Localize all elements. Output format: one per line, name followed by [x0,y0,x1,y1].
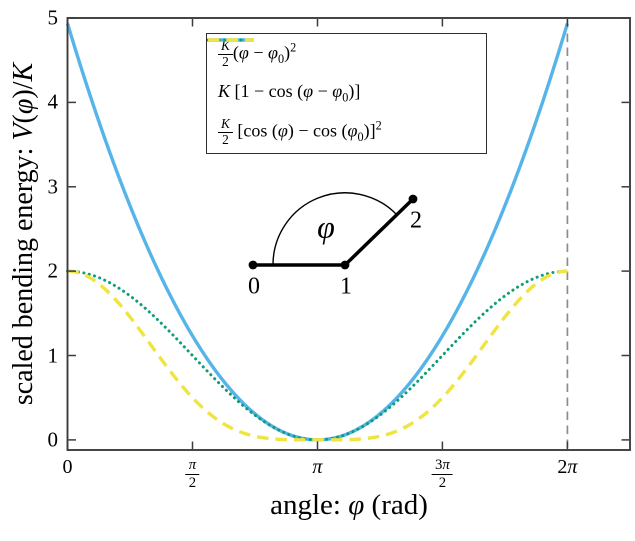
inset-node-0 [248,260,258,270]
inset-bond-12 [343,197,415,267]
curve-cosine [66,269,569,442]
inset-node-2 [408,194,418,204]
inset-node-1 [340,260,350,270]
legend-label: K [1 − cos (φ − φ0)] [218,81,361,105]
curves [65,23,570,442]
inset-diagram [248,192,418,270]
angle-arc [272,192,398,266]
axes-frame [66,17,631,451]
legend-line-sample-cosine-squared [208,38,254,42]
legend-label: K 2 (φ − φ0)2 [218,38,296,70]
curve-cosine-squared [67,269,568,442]
legend-item: K [1 − cos (φ − φ0)] [207,38,486,113]
